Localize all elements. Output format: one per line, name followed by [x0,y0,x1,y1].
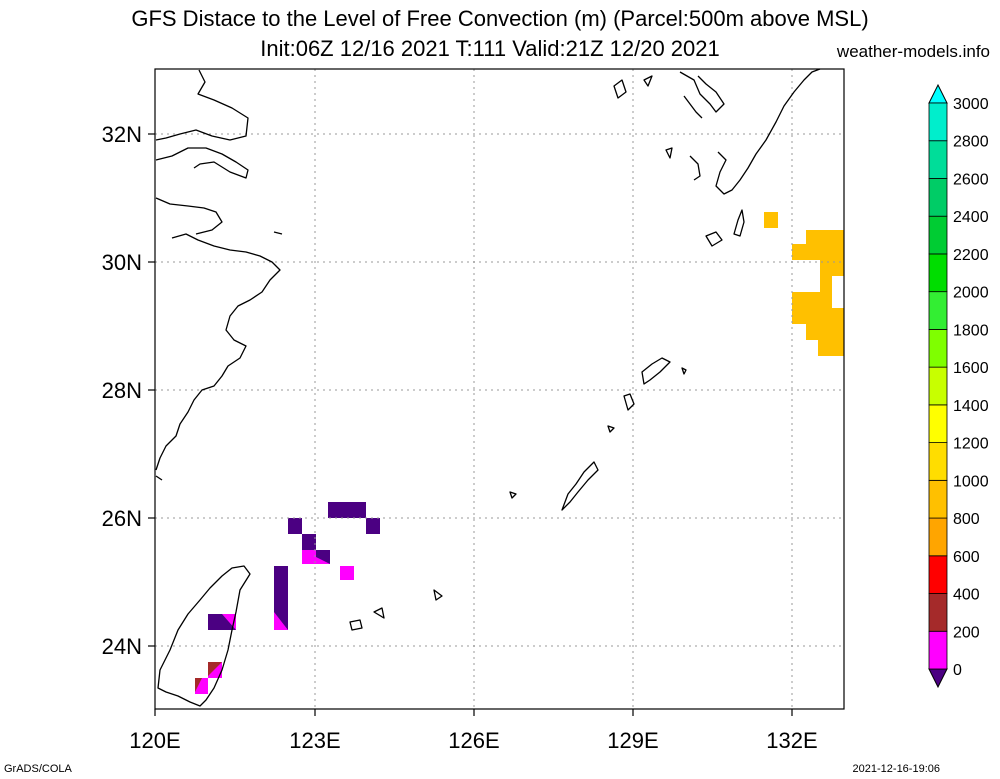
axis-ticks [148,133,793,716]
lat-label: 30N [102,250,142,275]
colorbar-band [928,366,948,406]
lfc-field [195,212,844,694]
coastlines [155,68,821,707]
colorbar-label: 200 [953,624,980,641]
colorbar-label: 1600 [953,360,989,377]
field-low-values [195,502,380,694]
colorbar-label: 2400 [953,209,989,226]
plot-frame [154,68,845,710]
colorbar-band [928,555,948,594]
colorbar-label: 1000 [953,473,989,490]
colorbar-band [928,630,948,670]
colorbar-label: 2200 [953,247,989,264]
field-high-values [764,212,844,356]
lat-label: 24N [102,634,142,659]
colorbar-band [928,479,948,519]
colorbar-label: 2800 [953,134,989,151]
colorbar-band [928,291,948,330]
colorbar-arrow-low [928,668,948,689]
colorbar: 0 200 400 600 800 1000 1200 1400 1600 1800 2000 220… [928,83,989,689]
colorbar-label: 800 [953,511,980,528]
lon-label: 126E [448,728,499,753]
colorbar-band [928,140,948,179]
colorbar-arrow-high [928,83,948,104]
lat-label: 28N [102,378,142,403]
map-subtitle: Init:06Z 12/16 2021 T:111 Valid:21Z 12/2… [260,36,720,61]
colorbar-label: 1400 [953,398,989,415]
footer-software: GrADS/COLA [4,763,72,775]
colorbar-label: 600 [953,549,980,566]
colorbar-band [928,328,948,368]
colorbar-band [928,102,948,142]
colorbar-label: 2600 [953,171,989,188]
lat-label: 32N [102,122,142,147]
colorbar-band [928,442,948,481]
colorbar-band [928,215,948,255]
colorbar-label: 0 [953,662,962,679]
colorbar-band [928,253,948,293]
source-site: weather-models.info [836,42,990,61]
lon-label: 120E [129,728,180,753]
gridlines [155,69,844,709]
footer-timestamp: 2021-12-16-19:06 [852,763,940,775]
lon-label: 129E [607,728,658,753]
lon-label: 132E [766,728,817,753]
colorbar-label: 2000 [953,285,989,302]
colorbar-label: 1200 [953,436,989,453]
colorbar-label: 1800 [953,322,989,339]
map-title: GFS Distace to the Level of Free Convect… [131,6,869,31]
colorbar-label: 3000 [953,96,989,113]
colorbar-band [928,593,948,632]
lat-label: 26N [102,506,142,531]
colorbar-band [928,178,948,217]
colorbar-band [928,404,948,444]
lon-label: 123E [289,728,340,753]
colorbar-band [928,517,948,557]
colorbar-label: 400 [953,587,980,604]
